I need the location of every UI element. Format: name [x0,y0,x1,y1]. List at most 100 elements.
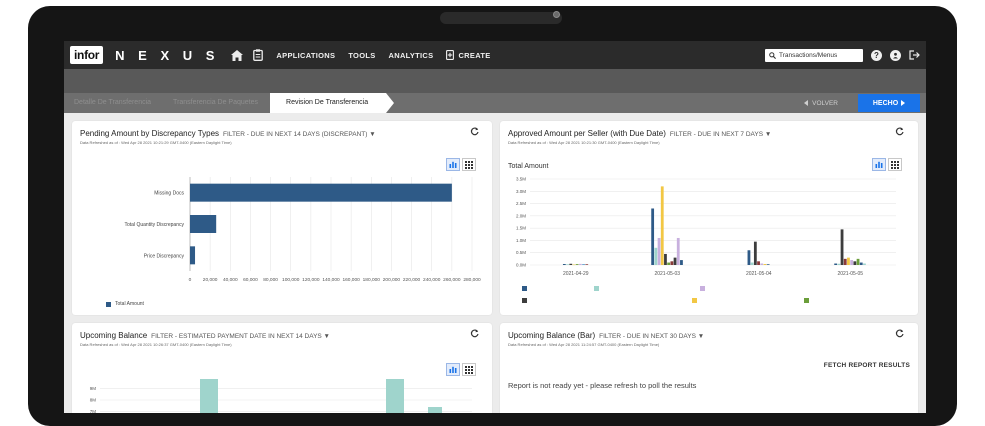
step-revision[interactable]: Revision De Transferencia [270,93,395,113]
approved-filter-dropdown[interactable]: FILTER - DUE IN NEXT 7 DAYS ▼ [669,131,772,138]
grid-view-icon[interactable] [888,158,902,171]
bar-2021-04-29 [578,263,582,265]
bar-price-discrepancy [190,246,196,265]
approved-amount-card: Approved Amount per Seller (with Due Dat… [500,121,918,315]
sub-toolbar [64,69,926,93]
refresh-icon[interactable] [470,127,479,139]
infor-logo[interactable]: infor [70,46,104,64]
bar-2021-05-05 [843,258,847,265]
hecho-button[interactable]: HECHO [858,94,920,112]
workflow-steps: Detalle De Transferencia Transferencia D… [64,93,926,113]
nav-create-label: CREATE [458,50,491,60]
upcoming-bar-filter-dropdown[interactable]: FILTER - DUE IN NEXT 30 DAYS ▼ [599,333,705,340]
nav-applications[interactable]: APPLICATIONS [276,50,336,60]
top-nav: infor N E X U S APPLICATIONS TOOLS ANALY… [64,41,926,69]
upcoming-bar-card-title: Upcoming Balance (Bar) FILTER - DUE IN NE… [508,331,704,340]
bar-2021-05-05 [834,263,838,265]
category-label: Missing Docs [154,191,184,197]
pending-filter-dropdown[interactable]: FILTER - DUE IN NEXT 14 DAYS (DISCREPANT… [223,131,376,138]
bar-2021-04-29 [562,264,566,265]
approved-refreshed-text: Data Refreshed as of : Wed Apr 28 2021 1… [508,140,660,145]
legend-swatch [692,298,697,303]
transactions-search[interactable] [765,48,863,62]
logout-icon[interactable] [909,50,920,60]
x-tick-label: 2021-04-29 [563,271,589,277]
app-screen: infor N E X U S APPLICATIONS TOOLS ANALY… [64,41,926,413]
home-icon[interactable] [231,49,244,61]
bar-chart-icon[interactable] [446,363,460,376]
clipboard-icon[interactable] [253,49,264,61]
camera-icon [553,11,560,18]
pending-card-title: Pending Amount by Discrepancy Types FILTE… [80,129,376,138]
pending-view-toggle [446,158,476,171]
bar-2021-05-05 [840,229,844,265]
balance-bar [428,407,442,413]
search-input[interactable] [779,51,859,59]
y-tick-label: 3.0M [516,189,526,194]
x-tick-label: 60,000 [243,277,258,283]
approved-bar-chart: 0.0M 0.5M 1.0M 1.5M 2.0M 2.5M 3.0M 3.5M 2021-04-… [516,177,896,303]
volver-label: VOLVER [812,99,838,107]
y-tick-label: 7M [90,409,97,413]
x-tick-label: 160,000 [342,277,360,283]
refresh-icon[interactable] [895,127,904,139]
y-tick-label: 9M [90,386,97,391]
pending-refreshed-text: Data Refreshed as of : Wed Apr 28 2021 1… [80,140,232,145]
approved-view-toggle [872,158,902,171]
bar-2021-05-03 [651,208,655,265]
x-tick-label: 0 [189,277,192,283]
pending-bar-chart: 0 20,000 40,000 60,000 80,000 100,000 120,000 1… [125,177,481,283]
upcoming-title-text: Upcoming Balance [80,331,148,340]
bar-chart-icon[interactable] [446,158,460,171]
document-plus-icon [446,50,455,60]
upcoming-bar-refreshed-text: Data Refreshed as of : Wed Apr 28 2021 1… [508,342,660,347]
approved-card-title: Approved Amount per Seller (with Due Dat… [508,129,771,138]
x-tick-label: 180,000 [363,277,381,283]
nav-analytics[interactable]: ANALYTICS [388,50,434,60]
bar-2021-05-03 [676,237,680,265]
upcoming-bar-chart: 9M 8M 7M [90,379,472,413]
refresh-icon[interactable] [895,329,904,341]
bar-2021-05-04 [766,264,770,265]
nav-create[interactable]: CREATE [446,50,490,60]
x-tick-label: 80,000 [263,277,278,283]
nav-tools[interactable]: TOOLS [348,50,376,60]
legend-swatch [522,298,527,303]
bar-2021-04-29 [566,264,569,265]
caret-right-icon [901,100,906,106]
refresh-icon[interactable] [470,329,479,341]
y-tick-label: 0.5M [516,250,526,255]
upcoming-bar-title-text: Upcoming Balance (Bar) [508,331,596,340]
approved-title-text: Approved Amount per Seller (with Due Dat… [508,129,666,138]
y-tick-label: 2.0M [516,213,526,218]
volver-button[interactable]: VOLVER [804,100,838,107]
user-icon[interactable] [890,49,901,61]
step-detalle[interactable]: Detalle De Transferencia [74,99,152,106]
bar-2021-05-04 [763,264,767,265]
bar-2021-05-04 [753,241,757,265]
upcoming-filter-dropdown[interactable]: FILTER - ESTIMATED PAYMENT DATE IN NEXT … [151,333,330,340]
grid-view-icon[interactable] [462,158,476,171]
y-tick-label: 2.5M [516,201,526,206]
bar-2021-05-03 [680,260,683,265]
pending-legend: Total Amount [106,301,144,307]
legend-label: Total Amount [115,301,144,307]
x-tick-label: 2021-05-05 [837,271,863,277]
legend-swatch [522,286,527,291]
bar-2021-05-05 [853,261,857,265]
report-status-message: Report is not ready yet - please refresh… [508,381,697,390]
bar-2021-04-29 [569,263,573,265]
hecho-label: HECHO [872,99,899,107]
fetch-report-button[interactable]: FETCH REPORT RESULTS [823,362,910,369]
bar-2021-04-29 [572,264,576,266]
bar-chart-icon[interactable] [872,158,886,171]
bar-2021-04-29 [582,264,585,265]
upcoming-balance-card: Upcoming Balance FILTER - ESTIMATED PAYME… [72,323,492,413]
grid-view-icon[interactable] [462,363,476,376]
nexus-brand: N E X U S [115,47,220,63]
y-tick-label: 1.5M [516,226,526,231]
step-transferencia-paquetes[interactable]: Transferencia De Paquetes [173,99,259,106]
help-icon[interactable]: ? [871,49,882,61]
bar-2021-05-05 [837,263,841,265]
bar-2021-05-04 [757,261,760,265]
